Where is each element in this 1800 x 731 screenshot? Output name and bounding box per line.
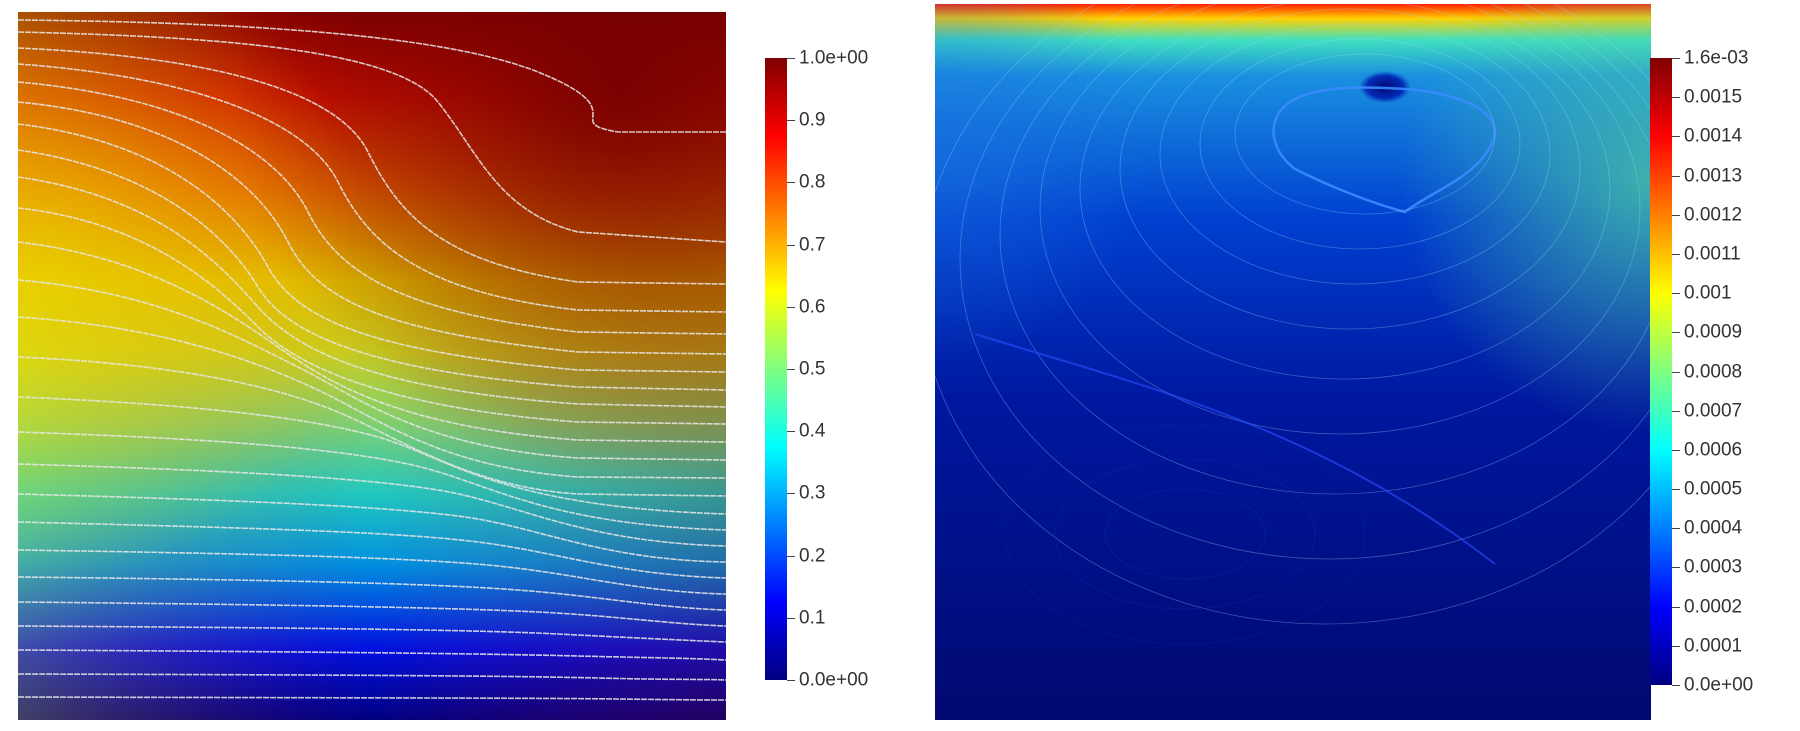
left-colorbar-tick (787, 555, 795, 557)
left-colorbar-tick-label: 0.7 (799, 234, 826, 256)
left-colorbar-tick (787, 493, 795, 495)
right-colorbar-tick-label: 0.0004 (1684, 517, 1743, 539)
left-colorbar-tick (787, 617, 795, 619)
right-colorbar-tick (1672, 449, 1680, 451)
right-colorbar-tick-label: 0.0012 (1684, 204, 1743, 226)
primary-vortex-core (1265, 66, 1465, 190)
right-colorbar-tick-label: 0.0001 (1684, 635, 1743, 657)
left-colorbar-tick-label: 0.3 (799, 482, 826, 504)
left-colorbar-tick (787, 680, 795, 681)
left-colorbar-tick-label: 0.6 (799, 296, 826, 318)
right-colorbar-tick (1672, 253, 1680, 255)
right-colorbar-tick (1672, 175, 1680, 177)
right-colorbar-tick-label: 0.0013 (1684, 165, 1743, 187)
right-colorbar-tick (1672, 293, 1680, 295)
left-colorbar-tick (787, 431, 795, 433)
left-colorbar-tick-label: 0.4 (799, 420, 826, 442)
right-colorbar-tick (1672, 136, 1680, 138)
left-colorbar-tick (787, 58, 795, 59)
left-colorbar-tick (787, 120, 795, 122)
left-field-plot (18, 12, 726, 720)
right-colorbar-tick-label: 0.0007 (1684, 400, 1743, 422)
right-colorbar (1650, 58, 1672, 685)
right-colorbar-tick-label: 1.6e-03 (1684, 47, 1749, 69)
left-colorbar-tick-label: 0.2 (799, 545, 826, 567)
right-colorbar-tick (1672, 332, 1680, 334)
left-colorbar-tick-label: 0.0e+00 (799, 669, 869, 691)
right-colorbar-tick-label: 0.0e+00 (1684, 674, 1754, 696)
right-field-svg (935, 4, 1651, 720)
right-colorbar-tick (1672, 97, 1680, 99)
right-colorbar-tick (1672, 606, 1680, 608)
right-colorbar-tick (1672, 489, 1680, 491)
left-colorbar-tick-label: 0.1 (799, 607, 826, 629)
right-colorbar-tick-label: 0.0008 (1684, 361, 1743, 382)
right-colorbar-tick-label: 0.0003 (1684, 556, 1743, 578)
right-streamlines (935, 4, 1651, 645)
left-colorbar-tick-label: 0.5 (799, 358, 826, 380)
right-colorbar-tick (1672, 371, 1680, 373)
right-colorbar-tick (1672, 214, 1680, 216)
right-colorbar-tick-label: 0.0006 (1684, 439, 1743, 461)
right-colorbar-tick-label: 0.0014 (1684, 125, 1743, 147)
left-colorbar-tick (787, 182, 795, 184)
left-colorbar-tick-label: 0.8 (799, 171, 826, 193)
right-colorbar-tick (1672, 528, 1680, 530)
right-colorbar-tick (1672, 58, 1680, 59)
right-colorbar-tick-label: 0.0002 (1684, 596, 1743, 618)
right-colorbar-tick (1672, 685, 1680, 686)
left-colorbar-tick (787, 306, 795, 308)
left-field-svg (18, 12, 726, 720)
right-colorbar-tick-label: 0.0015 (1684, 86, 1743, 108)
right-field-plot (935, 4, 1651, 720)
left-colorbar-tick-label: 1.0e+00 (799, 47, 869, 69)
right-colorbar-tick (1672, 410, 1680, 412)
right-colorbar-tick (1672, 567, 1680, 569)
left-colorbar-tick (787, 369, 795, 370)
right-colorbar-tick-label: 0.001 (1684, 282, 1732, 304)
right-colorbar-tick (1672, 645, 1680, 647)
left-isolines (18, 19, 726, 701)
right-colorbar-tick-label: 0.0011 (1684, 243, 1741, 265)
left-colorbar-tick (787, 244, 795, 246)
left-colorbar-tick-label: 0.9 (799, 109, 826, 131)
right-colorbar-tick-label: 0.0005 (1684, 478, 1743, 500)
left-colorbar (765, 58, 787, 680)
right-colorbar-tick-label: 0.0009 (1684, 321, 1743, 343)
